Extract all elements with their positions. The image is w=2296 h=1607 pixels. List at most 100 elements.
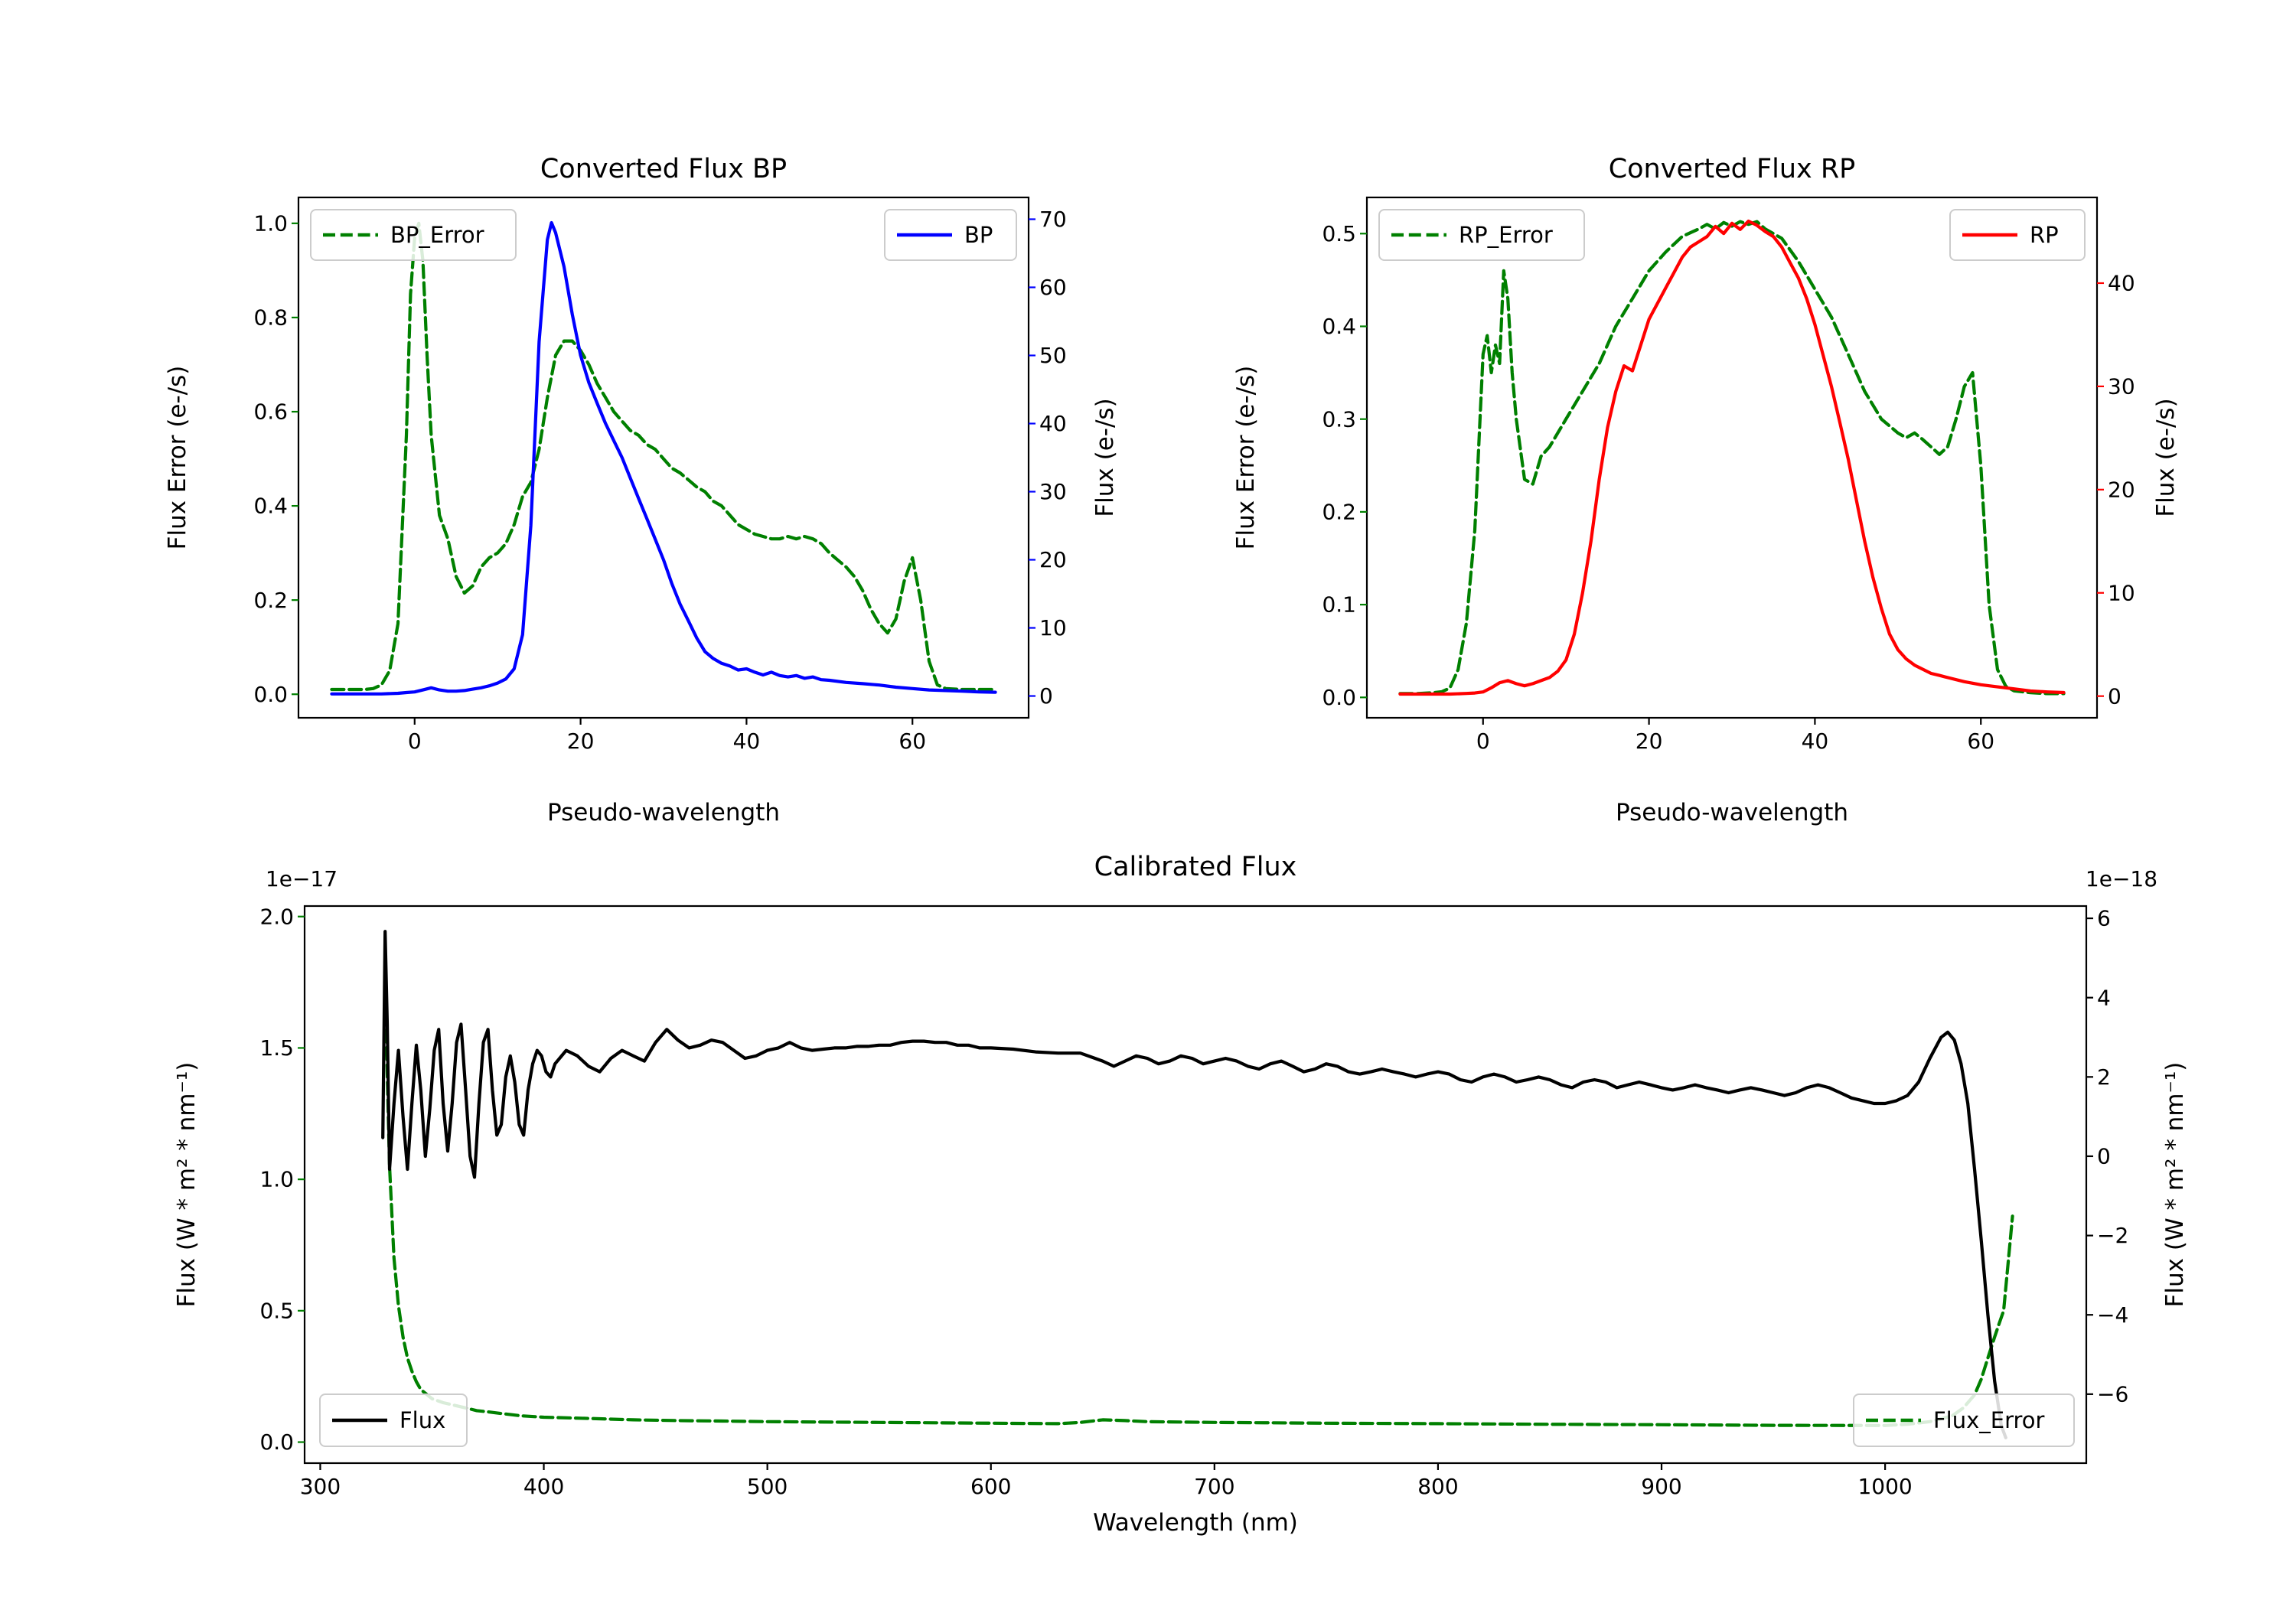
bp-x-ticks: 0 20 40 60 — [408, 718, 926, 754]
cal-left-tick-label: 1.0 — [259, 1167, 294, 1192]
rp-series-group — [1398, 219, 2066, 696]
cal-ylabel-left: Flux (W * m² * nm⁻¹) — [173, 1062, 201, 1308]
cal-x-tick-label: 500 — [747, 1474, 788, 1499]
bp-axes-spines — [297, 196, 1030, 719]
cal-right-tick-label: −4 — [2097, 1302, 2128, 1328]
cal-left-offset-text: 1e−17 — [266, 866, 338, 892]
cal-right-tick-label: 2 — [2097, 1064, 2111, 1090]
rp-axes-spines — [1365, 196, 2099, 719]
rp-right-tick-label: 40 — [2108, 271, 2135, 296]
bp-right-tick-label: 20 — [1039, 547, 1067, 572]
bp-x-tick-label: 0 — [408, 729, 422, 754]
bp-left-tick-label: 0.0 — [253, 682, 288, 707]
rp-left-tick-label: 0.3 — [1322, 406, 1356, 432]
rp-right-tick-label: 0 — [2108, 683, 2122, 709]
bp-left-ticks: 0.0 0.2 0.4 0.6 0.8 1.0 — [253, 210, 298, 707]
cal-ylabel-right: Flux (W * m² * nm⁻¹) — [2161, 1062, 2189, 1308]
bp-left-tick-label: 0.2 — [253, 588, 288, 613]
bp-legend-flux: BP — [884, 209, 1017, 261]
rp-ylabel-right: Flux (e-/s) — [2152, 398, 2180, 517]
rp-x-tick-label: 0 — [1476, 729, 1490, 754]
bp-right-tick-label: 70 — [1039, 207, 1067, 232]
cal-left-tick-label: 1.5 — [259, 1035, 294, 1061]
bp-right-tick-label: 40 — [1039, 411, 1067, 436]
rp-error-line — [1398, 220, 2066, 696]
cal-x-tick-label: 300 — [300, 1474, 341, 1499]
cal-x-tick-label: 900 — [1641, 1474, 1681, 1499]
rp-left-tick-label: 0.2 — [1322, 500, 1356, 525]
bp-ylabel-left: Flux Error (e-/s) — [164, 366, 191, 550]
rp-right-ticks: 0 10 20 30 40 — [2097, 271, 2135, 709]
cal-legend-flux-label: Flux — [400, 1407, 445, 1433]
bp-ylabel-right: Flux (e-/s) — [1091, 398, 1119, 517]
rp-title: Converted Flux RP — [1609, 154, 1856, 184]
rp-left-tick-label: 0.4 — [1322, 314, 1356, 339]
cal-legend-error: Flux_Error — [1853, 1393, 2075, 1447]
cal-x-tick-label: 700 — [1194, 1474, 1234, 1499]
cal-x-tick-label: 600 — [970, 1474, 1011, 1499]
rp-right-tick-label: 30 — [2108, 374, 2135, 399]
bp-x-tick-label: 20 — [567, 729, 595, 754]
bp-right-ticks: 0 10 20 30 40 50 60 70 — [1029, 207, 1067, 709]
rp-legend-error-box — [1378, 209, 1585, 261]
rp-x-tick-label: 60 — [1967, 729, 1994, 754]
cal-right-tick-label: −6 — [2097, 1381, 2128, 1407]
rp-ylabel-left: Flux Error (e-/s) — [1232, 366, 1260, 550]
rp-left-tick-label: 0.5 — [1322, 221, 1356, 246]
cal-x-tick-label: 400 — [523, 1474, 564, 1499]
bp-x-tick-label: 40 — [733, 729, 761, 754]
cal-left-tick-label: 0.0 — [259, 1429, 294, 1455]
subplot-bp: 0 20 40 60 0.0 0.2 0.4 0.6 0.8 1.0 0 10 20 30 40 50 60… — [164, 154, 1119, 826]
rp-left-ticks: 0.0 0.1 0.2 0.3 0.4 0.5 — [1322, 221, 1367, 710]
bp-right-tick-label: 30 — [1039, 479, 1067, 504]
bp-right-tick-label: 10 — [1039, 615, 1067, 641]
rp-left-tick-label: 0.0 — [1322, 685, 1356, 710]
rp-legend-error-label: RP_Error — [1459, 222, 1553, 248]
rp-right-tick-label: 20 — [2108, 477, 2135, 502]
bp-legend-error: BP_Error — [310, 209, 517, 261]
cal-legend-flux: Flux — [319, 1393, 468, 1447]
cal-right-tick-label: 0 — [2097, 1144, 2111, 1169]
cal-x-ticks: 300 400 500 600 700 800 900 1000 — [300, 1463, 1913, 1499]
rp-x-tick-label: 20 — [1636, 729, 1663, 754]
subplot-cal: 300 400 500 600 700 800 900 1000 0.0 0.5 1.0 1.5 2.… — [173, 852, 2189, 1537]
cal-xlabel: Wavelength (nm) — [1093, 1509, 1298, 1537]
bp-right-tick-label: 60 — [1039, 275, 1067, 300]
cal-legend-error-box — [1853, 1393, 2075, 1447]
bp-left-tick-label: 0.8 — [253, 305, 288, 331]
rp-left-tick-label: 0.1 — [1322, 592, 1356, 618]
bp-legend-flux-label: BP — [964, 222, 993, 248]
bp-legend-error-box — [310, 209, 517, 261]
rp-xlabel: Pseudo-wavelength — [1616, 799, 1848, 826]
bp-right-tick-label: 50 — [1039, 343, 1067, 368]
bp-xlabel: Pseudo-wavelength — [547, 799, 780, 826]
rp-x-ticks: 0 20 40 60 — [1476, 718, 1994, 754]
bp-x-tick-label: 60 — [899, 729, 926, 754]
bp-flux-line — [330, 220, 997, 696]
cal-left-ticks: 0.0 0.5 1.0 1.5 2.0 — [259, 904, 305, 1455]
cal-title: Calibrated Flux — [1094, 852, 1297, 882]
cal-left-tick-label: 2.0 — [259, 904, 294, 929]
bp-series-group — [330, 220, 997, 696]
cal-right-ticks: −6 −4 −2 0 2 4 6 — [2086, 906, 2128, 1407]
rp-legend-flux-label: RP — [2030, 222, 2059, 248]
cal-axes-spines — [303, 905, 2088, 1465]
bp-left-tick-label: 0.4 — [253, 494, 288, 519]
subplot-rp: 0 20 40 60 0.0 0.1 0.2 0.3 0.4 0.5 0 10 20 30 40 Con… — [1232, 154, 2180, 826]
cal-right-tick-label: 4 — [2097, 985, 2111, 1010]
cal-legend-error-label: Flux_Error — [1933, 1407, 2045, 1433]
cal-flux-line — [381, 930, 2007, 1439]
rp-flux-line — [1398, 219, 2066, 696]
bp-left-tick-label: 1.0 — [253, 210, 288, 236]
cal-legend-flux-box — [319, 1393, 468, 1447]
cal-x-tick-label: 1000 — [1857, 1474, 1912, 1499]
cal-right-offset-text: 1e−18 — [2086, 866, 2157, 892]
cal-x-tick-label: 800 — [1417, 1474, 1458, 1499]
bp-left-tick-label: 0.6 — [253, 399, 288, 425]
rp-right-tick-label: 10 — [2108, 580, 2135, 605]
rp-legend-error: RP_Error — [1378, 209, 1585, 261]
bp-error-line — [330, 221, 997, 692]
rp-legend-flux: RP — [1949, 209, 2086, 261]
